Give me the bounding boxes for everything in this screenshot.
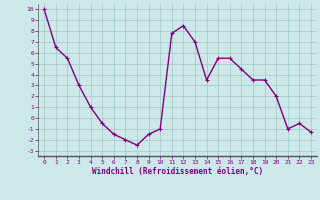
- X-axis label: Windchill (Refroidissement éolien,°C): Windchill (Refroidissement éolien,°C): [92, 167, 263, 176]
